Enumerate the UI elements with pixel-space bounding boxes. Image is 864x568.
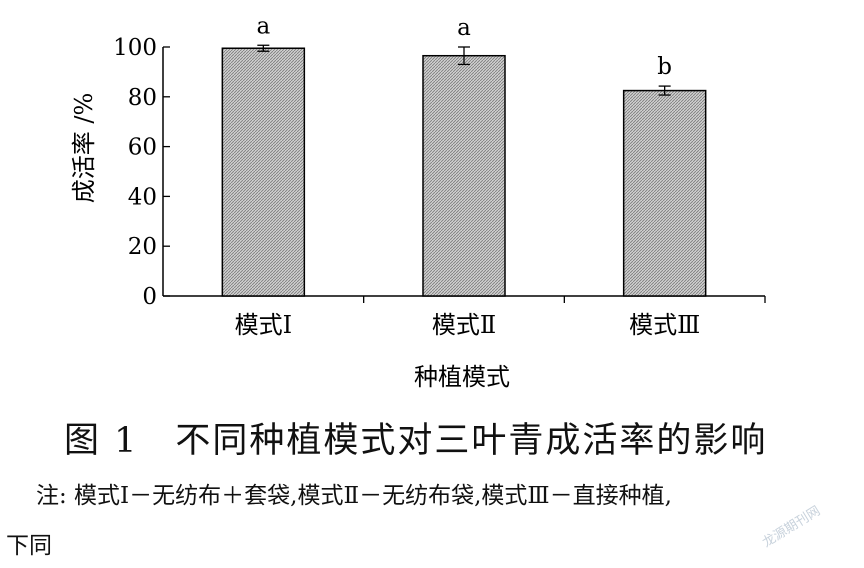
x-tick-label: 模式Ⅲ (629, 311, 700, 339)
y-tick-label: 20 (128, 234, 157, 260)
x-tick-label: 模式Ⅱ (432, 311, 496, 339)
y-tick-label: 80 (128, 85, 157, 111)
x-axis-label: 种植模式 (414, 363, 510, 391)
y-axis-label: 成活率 /% (70, 93, 98, 204)
significance-label: a (457, 15, 471, 41)
bar-1 (221, 47, 306, 297)
bar-chart: 0 20 40 60 80 100 模式Ⅰ 模式Ⅱ 模式Ⅲ a a b 成活率 /% 种植模式 (70, 13, 766, 391)
bar-2 (422, 54, 506, 297)
significance-label: a (256, 13, 270, 39)
significance-label: b (657, 54, 672, 80)
y-tick-label: 60 (128, 135, 157, 161)
axes: 0 20 40 60 80 100 模式Ⅰ 模式Ⅱ 模式Ⅲ (113, 35, 766, 339)
figure-note-continued: 下同 (6, 533, 52, 559)
watermark: 龙源期刊网 (760, 503, 824, 551)
y-tick-label: 100 (113, 35, 157, 61)
figure-note: 注: 模式Ⅰ－无纺布＋套袋,模式Ⅱ－无纺布袋,模式Ⅲ－直接种植, (36, 483, 672, 509)
figure-caption: 图 1 不同种植模式对三叶青成活率的影响 (64, 421, 768, 461)
y-tick-label: 0 (142, 284, 157, 310)
bars: a a b (221, 13, 707, 297)
x-tick-label: 模式Ⅰ (235, 311, 292, 339)
bar-3 (622, 89, 707, 297)
y-tick-label: 40 (128, 184, 157, 210)
